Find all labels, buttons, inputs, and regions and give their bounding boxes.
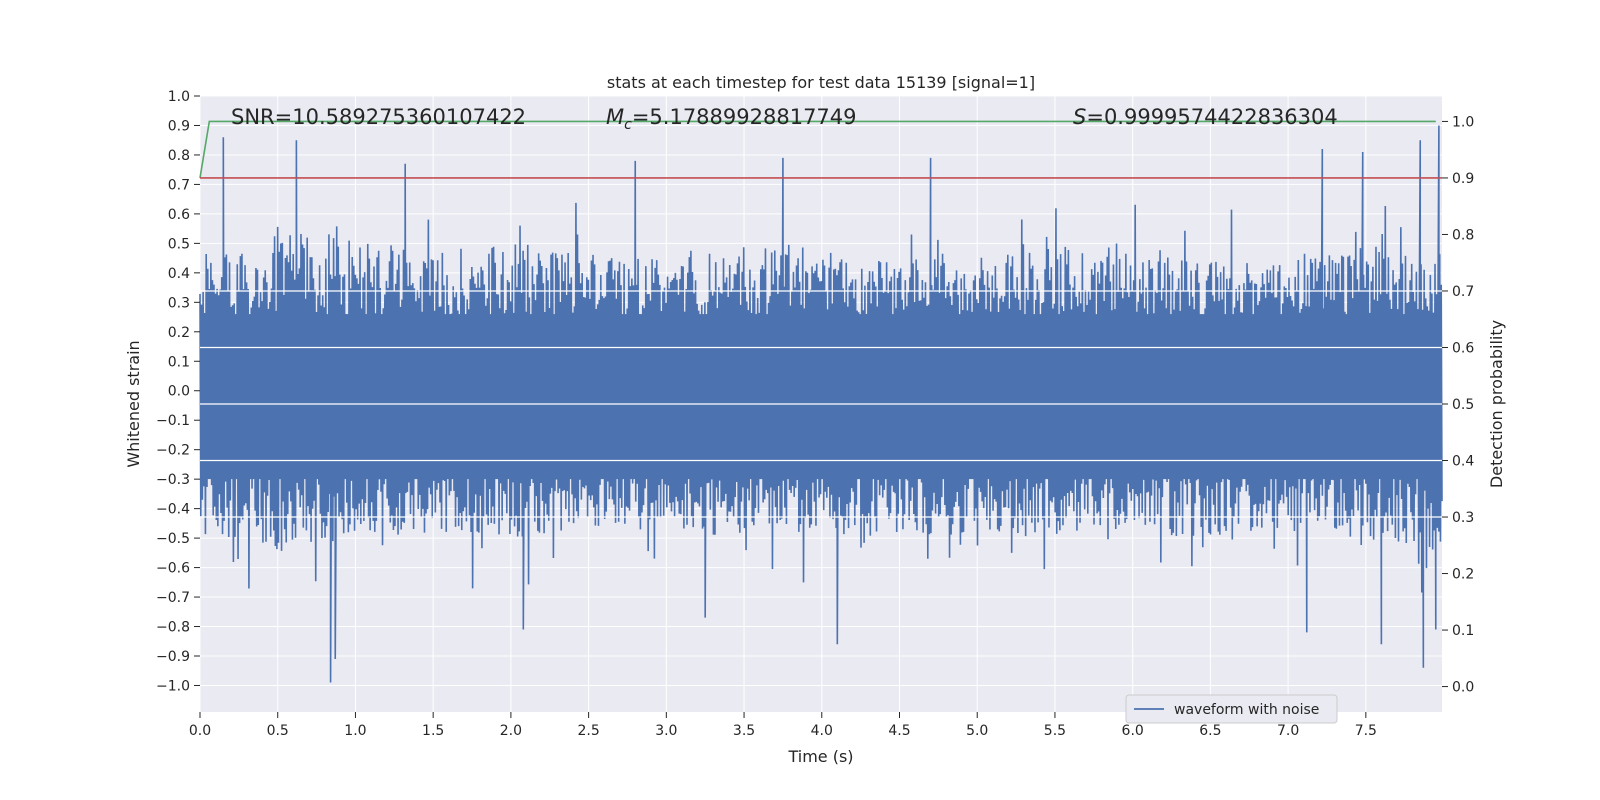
y-tick-label: −0.7 (156, 590, 190, 606)
y2-tick-label: 0.7 (1452, 284, 1474, 300)
y-tick-label: −0.1 (156, 413, 190, 429)
legend: waveform with noise (1125, 694, 1338, 724)
score-annotation: S=0.9999574422836304 (1073, 105, 1338, 129)
chirp-mass-symbol: M (606, 105, 624, 129)
y2-tick-label: 0.9 (1452, 171, 1474, 187)
x-tick-label: 3.5 (733, 723, 755, 739)
y2-tick-label: 0.2 (1452, 567, 1474, 583)
chirp-mass-annotation: Mc=5.17889928817749 (606, 105, 857, 133)
y2-tick-label: 0.3 (1452, 510, 1474, 526)
y-tick-label: 0.7 (168, 177, 190, 193)
y2-axis-label: Detection probability (1487, 320, 1506, 488)
y-tick-label: 0.3 (168, 295, 190, 311)
x-tick-label: 6.0 (1122, 723, 1144, 739)
y-tick-label: 0.9 (168, 118, 190, 134)
y2-tick-label: 1.0 (1452, 114, 1474, 130)
y-tick-label: 0.6 (168, 207, 190, 223)
y-tick-label: −0.4 (156, 502, 190, 518)
y-tick-label: 0.1 (168, 354, 190, 370)
x-tick-label: 2.5 (577, 723, 599, 739)
y2-tick-label: 0.8 (1452, 227, 1474, 243)
x-tick-label: 4.5 (888, 723, 910, 739)
waveform-core (200, 314, 1442, 480)
score-value: =0.9999574422836304 (1086, 105, 1337, 129)
waveform-series (199, 125, 1443, 683)
legend-label: waveform with noise (1174, 702, 1319, 718)
snr-annotation: SNR=10.589275360107422 (231, 105, 526, 129)
x-tick-label: 7.5 (1355, 723, 1377, 739)
y-tick-label: 0.0 (168, 384, 190, 400)
x-axis-label: Time (s) (787, 747, 853, 766)
right-axis-lines (199, 120, 1442, 518)
legend-box (1125, 694, 1338, 724)
y-tick-label: 0.5 (168, 236, 190, 252)
x-tick-label: 0.0 (189, 723, 211, 739)
y-tick-label: −0.5 (156, 531, 190, 547)
y-tick-label: 1.0 (168, 89, 190, 105)
chirp-mass-value: =5.17889928817749 (632, 105, 857, 129)
x-tick-label: 6.5 (1199, 723, 1221, 739)
y-tick-label: −0.3 (156, 472, 190, 488)
y2-tick-label: 0.0 (1452, 680, 1474, 696)
y-tick-label: −0.8 (156, 620, 190, 636)
x-tick-label: 1.5 (422, 723, 444, 739)
detection-probability-line (199, 120, 1436, 179)
y-tick-label: −0.9 (156, 649, 190, 665)
x-tick-label: 2.0 (500, 723, 522, 739)
y-tick-label: 0.2 (168, 325, 190, 341)
y2-tick-label: 0.1 (1452, 623, 1474, 639)
x-tick-label: 5.5 (1044, 723, 1066, 739)
y-tick-label: 0.8 (168, 148, 190, 164)
x-tick-label: 5.0 (966, 723, 988, 739)
x-tick-label: 0.5 (267, 723, 289, 739)
x-tick-label: 4.0 (811, 723, 833, 739)
y-tick-label: −0.6 (156, 561, 190, 577)
score-symbol: S (1073, 105, 1086, 129)
x-tick-label: 1.0 (344, 723, 366, 739)
y2-tick-label: 0.4 (1452, 454, 1474, 470)
y-tick-label: 0.4 (168, 266, 190, 282)
x-tick-label: 3.0 (655, 723, 677, 739)
ticks: −1.0 −0.9 −0.8 −0.7 −0.6 −0.5 −0.4 −0.3 −0.2 −0.1… (156, 89, 1474, 739)
y-axis-label: Whitened strain (124, 340, 143, 467)
y2-tick-label: 0.5 (1452, 397, 1474, 413)
y-tick-label: −1.0 (156, 678, 190, 694)
y-tick-label: −0.2 (156, 443, 190, 459)
y2-tick-label: 0.6 (1452, 340, 1474, 356)
chirp-mass-subscript: c (624, 117, 632, 133)
chart-title: stats at each timestep for test data 151… (607, 73, 1035, 92)
x-tick-label: 7.0 (1277, 723, 1299, 739)
